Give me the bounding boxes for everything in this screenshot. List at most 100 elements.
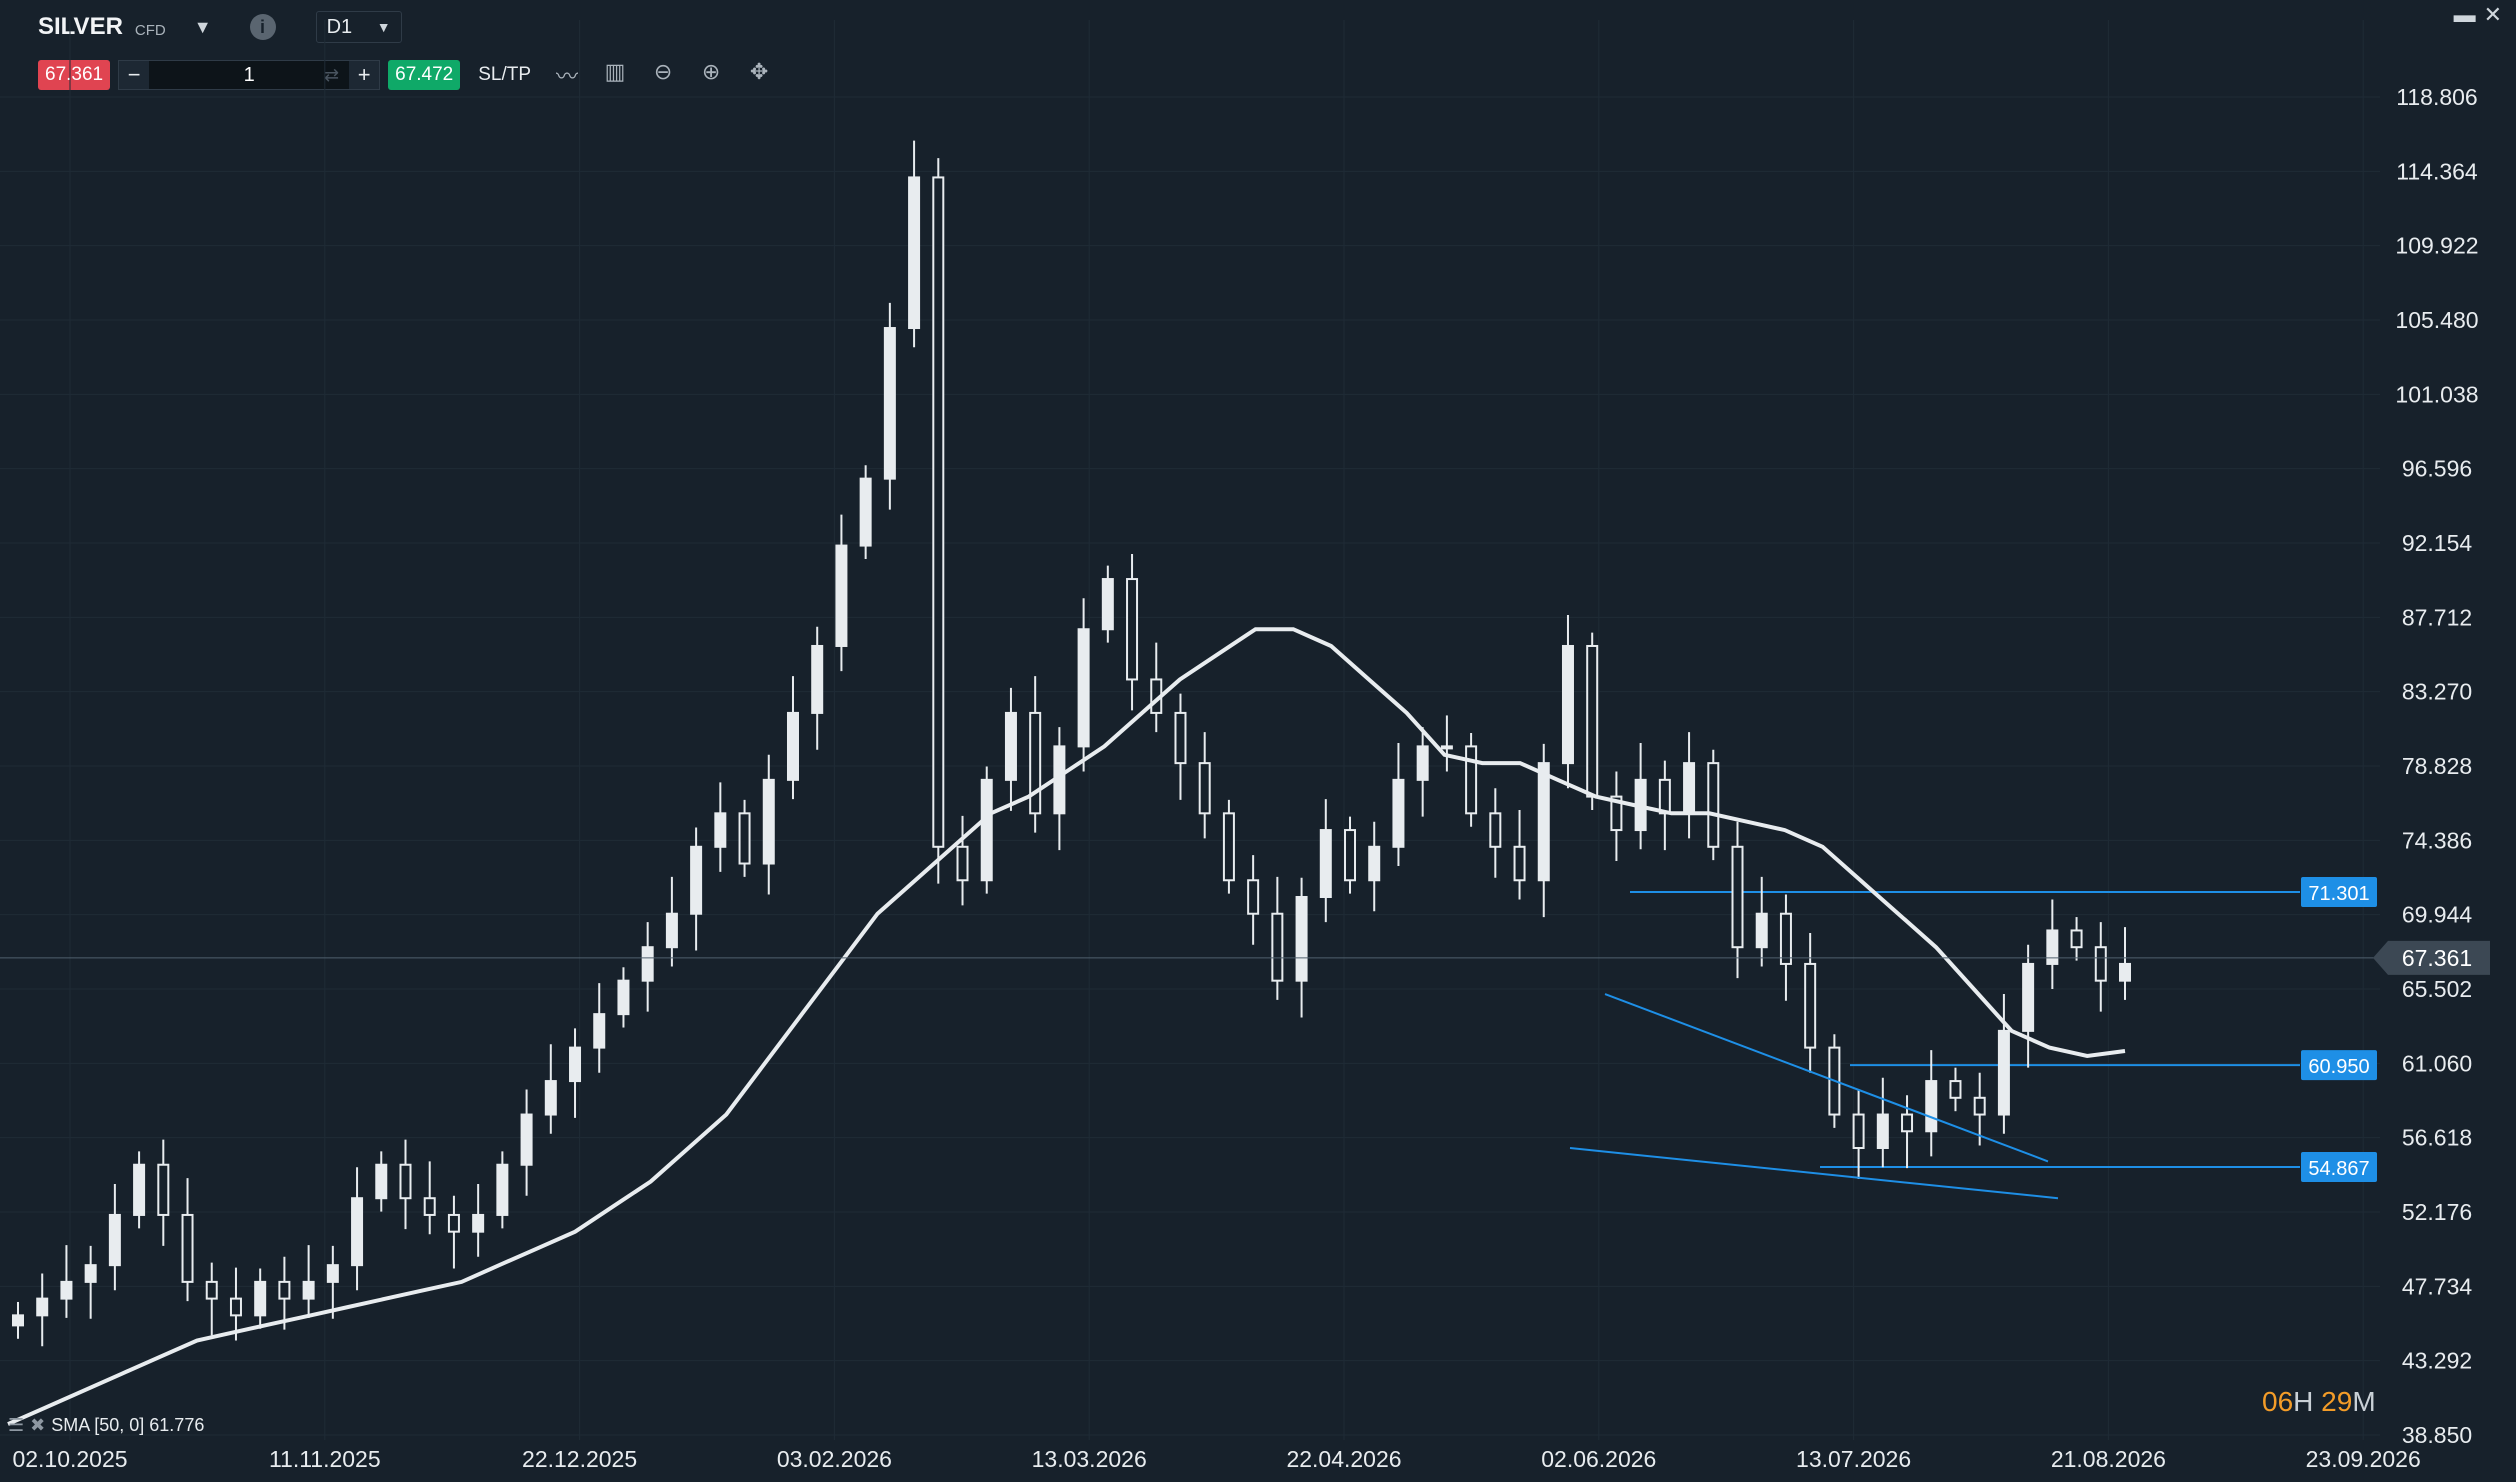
candle-body [2046,929,2059,965]
candle-body [1174,711,1187,765]
candle-body [84,1264,97,1283]
candle-body [108,1213,121,1267]
candle-body [1852,1113,1865,1150]
timeframe-select[interactable]: D1 ▼ [315,11,402,43]
candle-body [1392,778,1405,848]
candle-body [544,1080,557,1116]
quantity-stepper[interactable]: − 1 ⇄ + [118,60,381,90]
move-icon[interactable]: ✥ [749,59,769,84]
chevron-down-icon: ▼ [376,19,391,35]
candle-body [1489,812,1502,848]
swap-icon[interactable]: ⇄ [324,65,340,85]
decrease-button[interactable]: − [119,61,150,89]
chart-tools: 〰 ▥ ⊖ ⊕ ✥ [553,59,773,91]
minimize-icon[interactable]: ▬ [2453,2,2476,27]
candle-body [1610,795,1623,832]
price-tick-label: 96.596 [2402,456,2472,482]
candle-body [1901,1113,1914,1133]
price-tick-label: 114.364 [2396,158,2478,184]
price-tick-label: 74.386 [2402,827,2472,853]
candle-body [956,845,969,882]
candlestick-icon[interactable]: ▥ [604,59,626,84]
symbol-name[interactable]: SILVER [38,13,123,40]
candle-body [1997,1029,2010,1116]
price-tick-label: 56.618 [2402,1125,2472,1151]
candle-body [1707,762,1720,848]
sell-button[interactable]: 67.361 [38,60,111,90]
candle-body [1198,762,1211,815]
candle-body [835,544,848,647]
current-price-tag [2373,940,2490,975]
candle-body [423,1197,436,1216]
countdown-minutes: 29 [2321,1386,2353,1417]
candle-body [762,778,775,865]
candle-body [1925,1080,1938,1133]
price-tick-label: 78.828 [2402,753,2472,779]
candle-body [205,1280,218,1300]
sma-line [7,627,2126,1426]
remove-indicator-icon[interactable]: ✖ [30,1415,46,1435]
level-value: 54.867 [2308,1158,2369,1180]
trend-line-lower [1569,1147,2059,1200]
candle-body [229,1297,242,1317]
candle-body [375,1163,388,1200]
symbol-dropdown-icon[interactable]: ▼ [193,16,212,37]
close-icon[interactable]: ✕ [2483,2,2502,27]
candle-countdown: 06H 29M [2262,1386,2376,1418]
info-icon[interactable]: i [249,14,276,40]
candle-body [326,1264,339,1283]
trade-row: 67.361 − 1 ⇄ + 67.472 SL/TP 〰 ▥ ⊖ ⊕ ✥ [38,58,773,92]
trend-line-upper [1604,993,2049,1163]
instrument-row: SILVER CFD ▼ i D1 ▼ [38,10,402,44]
date-tick-label: 13.07.2026 [1796,1446,1912,1472]
date-tick-label: 22.12.2025 [522,1446,638,1472]
candle-body [1731,845,1744,949]
candle-body [1465,745,1478,815]
price-tick-label: 47.734 [2402,1273,2473,1299]
candle-body [133,1163,146,1216]
candle-body [1513,845,1526,882]
zoom-out-icon[interactable]: ⊖ [653,59,673,84]
candle-body [980,778,993,882]
level-lines: 71.301 60.950 54.867 [1630,876,2377,1182]
candle-body [1222,812,1235,882]
candle-body [1416,745,1429,781]
candle-body [1247,879,1260,915]
candle-body [569,1046,582,1083]
trend-lines [1569,993,2059,1200]
date-tick-label: 11.11.2025 [268,1446,381,1472]
candle-body [351,1197,364,1267]
candle-body [181,1213,194,1283]
candle-body [641,946,654,982]
countdown-hours: 06 [2262,1386,2294,1417]
candle-body [908,176,921,330]
buy-button[interactable]: 67.472 [388,60,461,90]
candle-body [1319,829,1332,898]
candle-body [1344,829,1357,882]
candle-body [1101,578,1114,631]
quantity-input[interactable]: 1 ⇄ [149,61,350,89]
countdown-minutes-unit: M [2352,1386,2376,1417]
candle-body [1077,628,1090,748]
candle-body [1440,745,1453,750]
line-chart-icon[interactable]: 〰 [556,64,579,89]
candle-body [1126,578,1139,681]
candle-body [665,912,678,949]
indicator-label: SMA [50, 0] 61.776 [51,1415,205,1435]
candle-body [932,176,945,848]
candle-body [1537,762,1550,882]
toolbar: SILVER CFD ▼ i D1 ▼ 67.361 − 1 ⇄ + 67.472… [0,0,2516,100]
price-tick-label: 69.944 [2402,902,2473,928]
price-tick-label: 87.712 [2402,604,2472,630]
candle-body [1029,711,1042,815]
sltp-button[interactable]: SL/TP [478,64,532,85]
increase-button[interactable]: + [349,61,380,89]
zoom-in-icon[interactable]: ⊕ [701,59,721,84]
symbol-type: CFD [134,21,166,39]
settings-list-icon[interactable]: ☰ [8,1415,25,1435]
price-tick-label: 92.154 [2402,530,2473,556]
timeframe-value: D1 [326,15,353,38]
price-tick-label: 52.176 [2402,1199,2472,1225]
candle-body [399,1163,412,1200]
